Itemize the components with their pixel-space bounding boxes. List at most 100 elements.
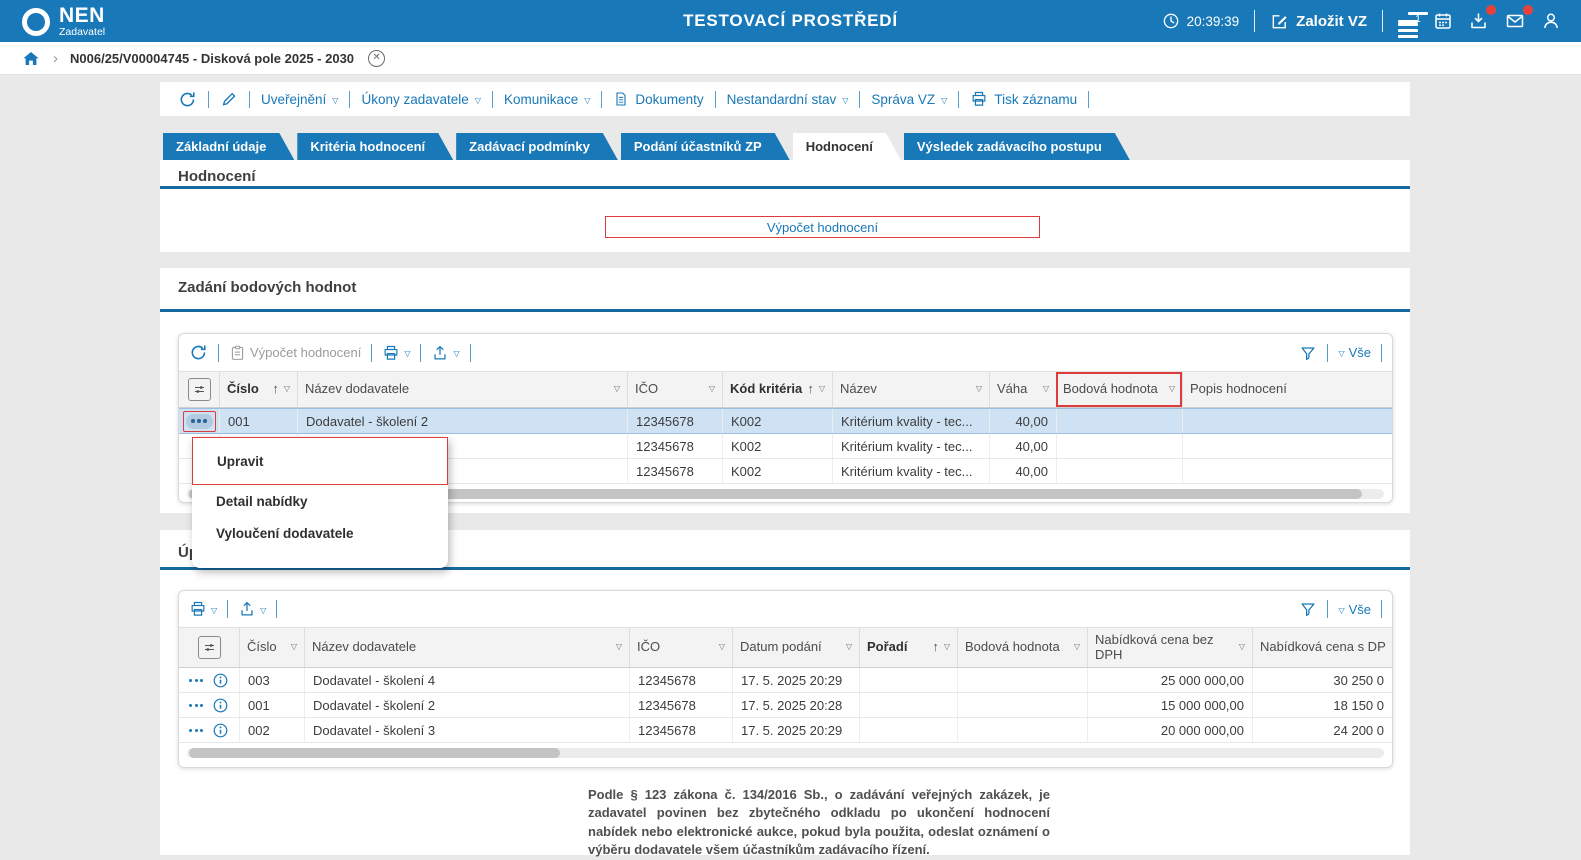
cell-popis <box>1182 409 1392 433</box>
toolbar-item-komunikace[interactable]: Komunikace ▽ <box>503 91 591 107</box>
col-header-ico[interactable]: IČO ▽ <box>629 628 732 667</box>
toolbar-item-sprava-vz[interactable]: Správa VZ ▽ <box>871 91 948 107</box>
col-header-cislo[interactable]: Číslo ↑ ▽ <box>219 372 297 407</box>
filter-dropdown-icon[interactable]: ▽ <box>283 384 290 394</box>
scrollbar-thumb[interactable] <box>189 748 561 758</box>
user-button[interactable] <box>1541 11 1561 31</box>
col-header-ico[interactable]: IČO ▽ <box>627 372 722 407</box>
col-header-poradi[interactable]: Pořadí ↑ ▽ <box>859 628 957 667</box>
export-icon <box>434 345 447 359</box>
dropdown-icon: ▽ <box>260 605 267 615</box>
home-icon[interactable] <box>21 49 41 68</box>
tab-zakladni-udaje[interactable]: Základní údaje <box>163 133 294 160</box>
col-header-cena-bez-dph[interactable]: Nabídková cena bez DPH ▽ <box>1087 628 1252 667</box>
filter-dropdown-icon[interactable]: ▽ <box>615 642 622 652</box>
close-record-icon[interactable]: ✕ <box>368 49 386 67</box>
scrollbar-thumb[interactable] <box>189 489 1363 499</box>
context-menu-item-detail-nabidky[interactable]: Detail nabídky <box>216 493 308 509</box>
printer-icon <box>972 91 986 106</box>
horizontal-scrollbar[interactable] <box>187 489 1384 499</box>
edit-button[interactable] <box>220 90 238 108</box>
breadcrumb-item[interactable]: N006/25/V00004745 - Disková pole 2025 - … <box>70 50 355 66</box>
filter-dropdown-icon[interactable]: ▽ <box>1073 642 1080 652</box>
filter-dropdown-icon[interactable]: ▽ <box>718 642 725 652</box>
filter-dropdown-icon[interactable]: ▽ <box>845 642 852 652</box>
tab-podani-ucastniku-zp[interactable]: Podání účastníků ZP <box>621 133 790 160</box>
table-print-button[interactable]: ▽ <box>189 600 217 618</box>
nen-logo[interactable]: NEN Zadavatel <box>0 4 105 38</box>
col-header-cislo[interactable]: Číslo ▽ <box>239 628 304 667</box>
filter-preset-select[interactable]: ▽ Vše <box>1338 601 1371 617</box>
calendar-button[interactable] <box>1433 11 1453 31</box>
tab-hodnoceni[interactable]: Hodnocení <box>793 133 901 160</box>
col-header-popis-hodnoceni[interactable]: Popis hodnocení <box>1182 372 1392 407</box>
funnel-icon <box>1301 603 1315 617</box>
info-icon[interactable] <box>212 722 229 739</box>
filter-dropdown-icon[interactable]: ▽ <box>1042 384 1049 394</box>
context-menu-item-vylouceni-dodavatele[interactable]: Vyloučení dodavatele <box>216 525 354 541</box>
info-icon[interactable] <box>212 672 229 689</box>
row-menu-icon[interactable] <box>189 678 203 682</box>
table-vypocet-button[interactable]: Výpočet hodnocení <box>229 344 361 362</box>
printer-icon <box>384 345 398 360</box>
info-icon[interactable] <box>212 697 229 714</box>
table-row[interactable]: 001 Dodavatel - školení 2 12345678 17. 5… <box>179 693 1392 718</box>
table-export-button[interactable]: ▽ <box>238 600 266 618</box>
cell-cislo: 003 <box>239 668 304 692</box>
col-header-nazev-dodavatele[interactable]: Název dodavatele ▽ <box>297 372 627 407</box>
horizontal-scrollbar[interactable] <box>187 748 1384 758</box>
filter-preset-select[interactable]: ▽ Vše <box>1338 345 1371 360</box>
col-header-kod-kriteria[interactable]: Kód kritéria ↑ ▽ <box>722 372 832 407</box>
filter-dropdown-icon[interactable]: ▽ <box>975 384 982 394</box>
column-chooser[interactable] <box>179 372 219 407</box>
menu-button[interactable]: 1 <box>1398 11 1428 38</box>
cell-cena-s: 24 200 0 <box>1252 718 1392 742</box>
mail-button[interactable] <box>1504 5 1533 31</box>
table-row[interactable]: 003 Dodavatel - školení 4 12345678 17. 5… <box>179 668 1392 693</box>
filter-dropdown-icon[interactable]: ▽ <box>818 384 825 394</box>
table-row[interactable]: 001 Dodavatel - školení 2 12345678 K002 … <box>179 408 1392 434</box>
table-row[interactable]: 12345678 K002 Kritérium kvality - tec...… <box>179 434 1392 459</box>
table-export-button[interactable]: ▽ <box>431 344 460 362</box>
filter-button[interactable] <box>1299 600 1317 618</box>
toolbar-item-nestandardni-stav[interactable]: Nestandardní stav ▽ <box>726 91 849 107</box>
filter-dropdown-icon[interactable]: ▽ <box>1238 642 1245 652</box>
refresh-button[interactable] <box>178 90 197 109</box>
col-header-cena-s-dph[interactable]: Nabídková cena s DP <box>1252 628 1392 667</box>
col-header-nazev-dodavatele[interactable]: Název dodavatele ▽ <box>304 628 629 667</box>
legal-note: Podle § 123 zákona č. 134/2016 Sb., o za… <box>588 787 1050 858</box>
filter-dropdown-icon[interactable]: ▽ <box>613 384 620 394</box>
tab-vysledek-zadavaciho-postupu[interactable]: Výsledek zadávacího postupu <box>904 133 1130 160</box>
tab-zadavaci-podminky[interactable]: Zadávací podmínky <box>456 133 618 160</box>
table-print-button[interactable]: ▽ <box>382 344 410 362</box>
row-menu-icon[interactable] <box>189 703 203 707</box>
row-menu-icon[interactable] <box>189 728 203 732</box>
filter-dropdown-icon[interactable]: ▽ <box>1168 384 1175 394</box>
cell-poradi <box>859 668 957 692</box>
filter-button[interactable] <box>1299 344 1317 362</box>
col-header-datum-podani[interactable]: Datum podání ▽ <box>732 628 859 667</box>
col-header-bodova-hodnota[interactable]: Bodová hodnota ▽ <box>1056 372 1182 407</box>
toolbar-item-uverejneni[interactable]: Uveřejnění ▽ <box>261 91 339 107</box>
cell-bodova <box>957 718 1087 742</box>
filter-dropdown-icon[interactable]: ▽ <box>943 642 950 652</box>
table-row[interactable]: 12345678 K002 Kritérium kvality - tec...… <box>179 459 1392 484</box>
column-chooser[interactable] <box>179 628 239 667</box>
row-menu-button[interactable] <box>182 410 216 432</box>
table-refresh-button[interactable] <box>189 343 208 362</box>
filter-dropdown-icon[interactable]: ▽ <box>708 384 715 394</box>
tab-kriteria-hodnoceni[interactable]: Kritéria hodnocení <box>297 133 453 160</box>
col-header-vaha[interactable]: Váha ▽ <box>989 372 1056 407</box>
filter-dropdown-icon[interactable]: ▽ <box>290 642 297 652</box>
table-row[interactable]: 002 Dodavatel - školení 3 12345678 17. 5… <box>179 718 1392 743</box>
context-menu-item-upravit[interactable]: Upravit <box>192 437 448 485</box>
inbox-download-button[interactable] <box>1468 5 1496 31</box>
vypocet-hodnoceni-button[interactable]: Výpočet hodnocení <box>605 216 1040 238</box>
toolbar-item-ukony-zadavatele[interactable]: Úkony zadavatele ▽ <box>361 91 481 107</box>
col-header-bodova-hodnota[interactable]: Bodová hodnota ▽ <box>957 628 1087 667</box>
cell-ico: 12345678 <box>629 668 732 692</box>
col-header-nazev[interactable]: Název ▽ <box>832 372 989 407</box>
toolbar-item-tisk-zaznamu[interactable]: Tisk záznamu <box>970 90 1077 108</box>
create-vz-button[interactable]: Založit VZ <box>1270 12 1367 31</box>
toolbar-item-dokumenty[interactable]: Dokumenty <box>613 90 704 108</box>
